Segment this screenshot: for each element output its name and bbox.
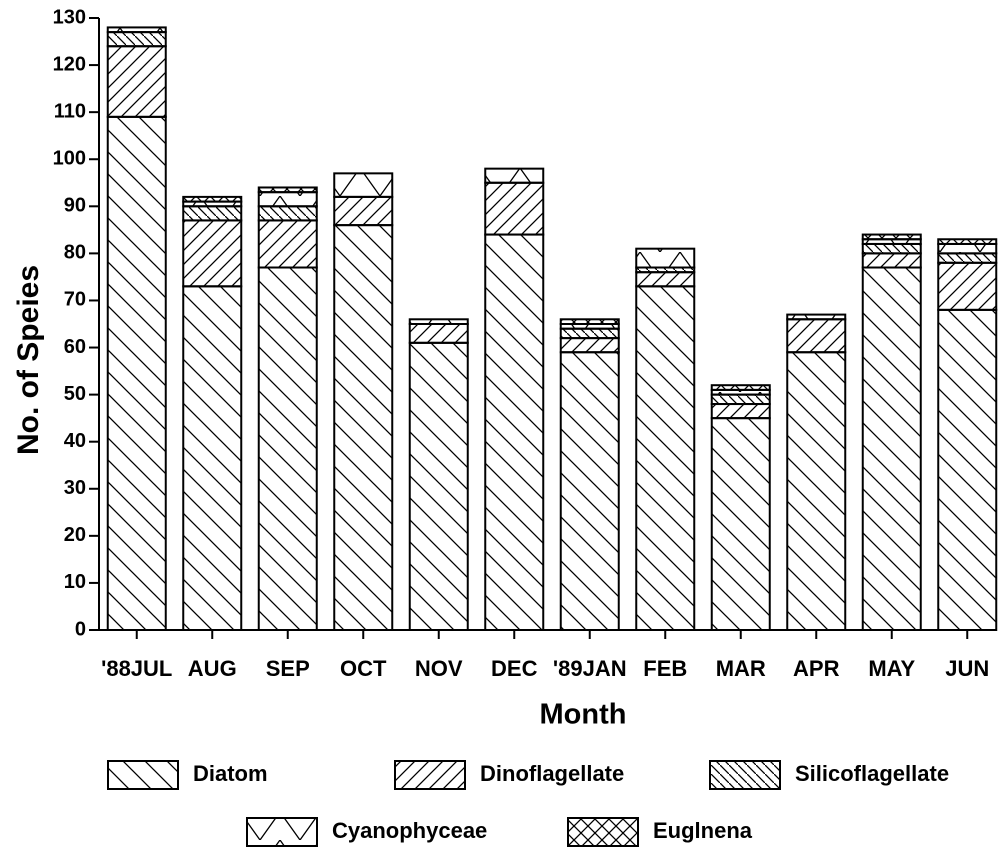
y-axis-label: No. of Speies	[12, 265, 45, 455]
bar-segment	[786, 318, 847, 354]
bar-segment	[257, 266, 318, 631]
y-tick-label: 110	[54, 100, 86, 122]
y-tick-label: 120	[53, 53, 86, 75]
bar-segment	[937, 308, 998, 631]
bar-segment	[257, 219, 318, 269]
y-tick-label: 50	[64, 383, 86, 405]
bar-segment	[182, 195, 243, 203]
legend-label: Diatom	[193, 761, 268, 786]
legend-swatch	[567, 817, 639, 847]
bar-segment	[937, 261, 998, 311]
x-tick-label: DEC	[491, 656, 538, 681]
bar-segment	[937, 242, 998, 255]
bar-segment	[484, 167, 545, 184]
y-tick-label: 80	[64, 242, 86, 264]
bar-segment	[408, 341, 469, 631]
legend-label: Dinoflagellate	[480, 761, 624, 786]
y-tick-label: 90	[64, 195, 86, 217]
bar-segment	[635, 271, 696, 288]
bar-segment	[861, 233, 922, 241]
bar-segment	[484, 181, 545, 236]
bar-segment	[937, 238, 998, 245]
x-tick-label: APR	[793, 656, 840, 681]
bar-segment	[182, 219, 243, 288]
x-tick-label: JUN	[945, 656, 989, 681]
bar-segment	[484, 233, 545, 632]
bar-segment	[333, 195, 394, 227]
x-tick-label: MAY	[868, 656, 915, 681]
x-tick-label: FEB	[643, 656, 687, 681]
x-tick-label: '89JAN	[553, 656, 627, 681]
y-tick-label: 70	[64, 289, 86, 311]
legend-swatch	[246, 817, 318, 847]
x-tick-label: NOV	[415, 656, 463, 681]
bar-segment	[635, 247, 696, 269]
bar-segment	[937, 252, 998, 264]
bar-segment	[182, 205, 243, 222]
legend-label: Silicoflagellate	[795, 761, 949, 786]
bar-segment	[559, 351, 620, 631]
bar-segment	[559, 327, 620, 340]
y-tick-label: 40	[64, 430, 86, 452]
y-tick-label: 0	[75, 618, 86, 640]
bar-segment	[106, 31, 167, 48]
bar-segment	[257, 186, 318, 194]
x-tick-label: MAR	[716, 656, 766, 681]
legend-label: Cyanophyceae	[332, 818, 487, 843]
y-tick-label: 100	[53, 148, 86, 170]
y-tick-label: 130	[53, 6, 86, 28]
bar-segment	[408, 318, 469, 325]
legend-swatch	[107, 760, 179, 790]
bar-segment	[106, 115, 167, 632]
bar-segment	[861, 252, 922, 269]
x-tick-label: SEP	[266, 656, 310, 681]
bar-segment	[710, 403, 771, 420]
bar-segment	[861, 266, 922, 631]
bar-segment	[333, 224, 394, 631]
y-tick-label: 20	[64, 524, 86, 546]
x-axis-label: Month	[540, 699, 627, 731]
bar-segment	[559, 337, 620, 354]
bar-segment	[786, 351, 847, 631]
bar-segment	[710, 393, 771, 406]
bar-segment	[786, 313, 847, 321]
bar-segment	[559, 318, 620, 325]
x-tick-label: '88JUL	[101, 656, 172, 681]
bar-segment	[257, 191, 318, 208]
x-tick-label: AUG	[188, 656, 237, 681]
bar-segment	[408, 323, 469, 344]
bar-segment	[710, 417, 771, 631]
y-tick-label: 10	[64, 571, 86, 593]
bar-segment	[333, 172, 394, 198]
bar-segment	[182, 285, 243, 631]
bar-segment	[106, 26, 167, 34]
x-tick-label: OCT	[340, 656, 387, 681]
bar-segment	[710, 384, 771, 391]
bar-segment	[861, 242, 922, 255]
bar-segment	[106, 45, 167, 118]
bar-segment	[257, 205, 318, 222]
y-tick-label: 30	[64, 477, 86, 499]
legend-label: Euglnena	[653, 818, 753, 843]
legend-swatch	[709, 760, 781, 790]
y-tick-label: 60	[64, 336, 86, 358]
legend-swatch	[394, 760, 466, 790]
bar-segment	[635, 285, 696, 631]
